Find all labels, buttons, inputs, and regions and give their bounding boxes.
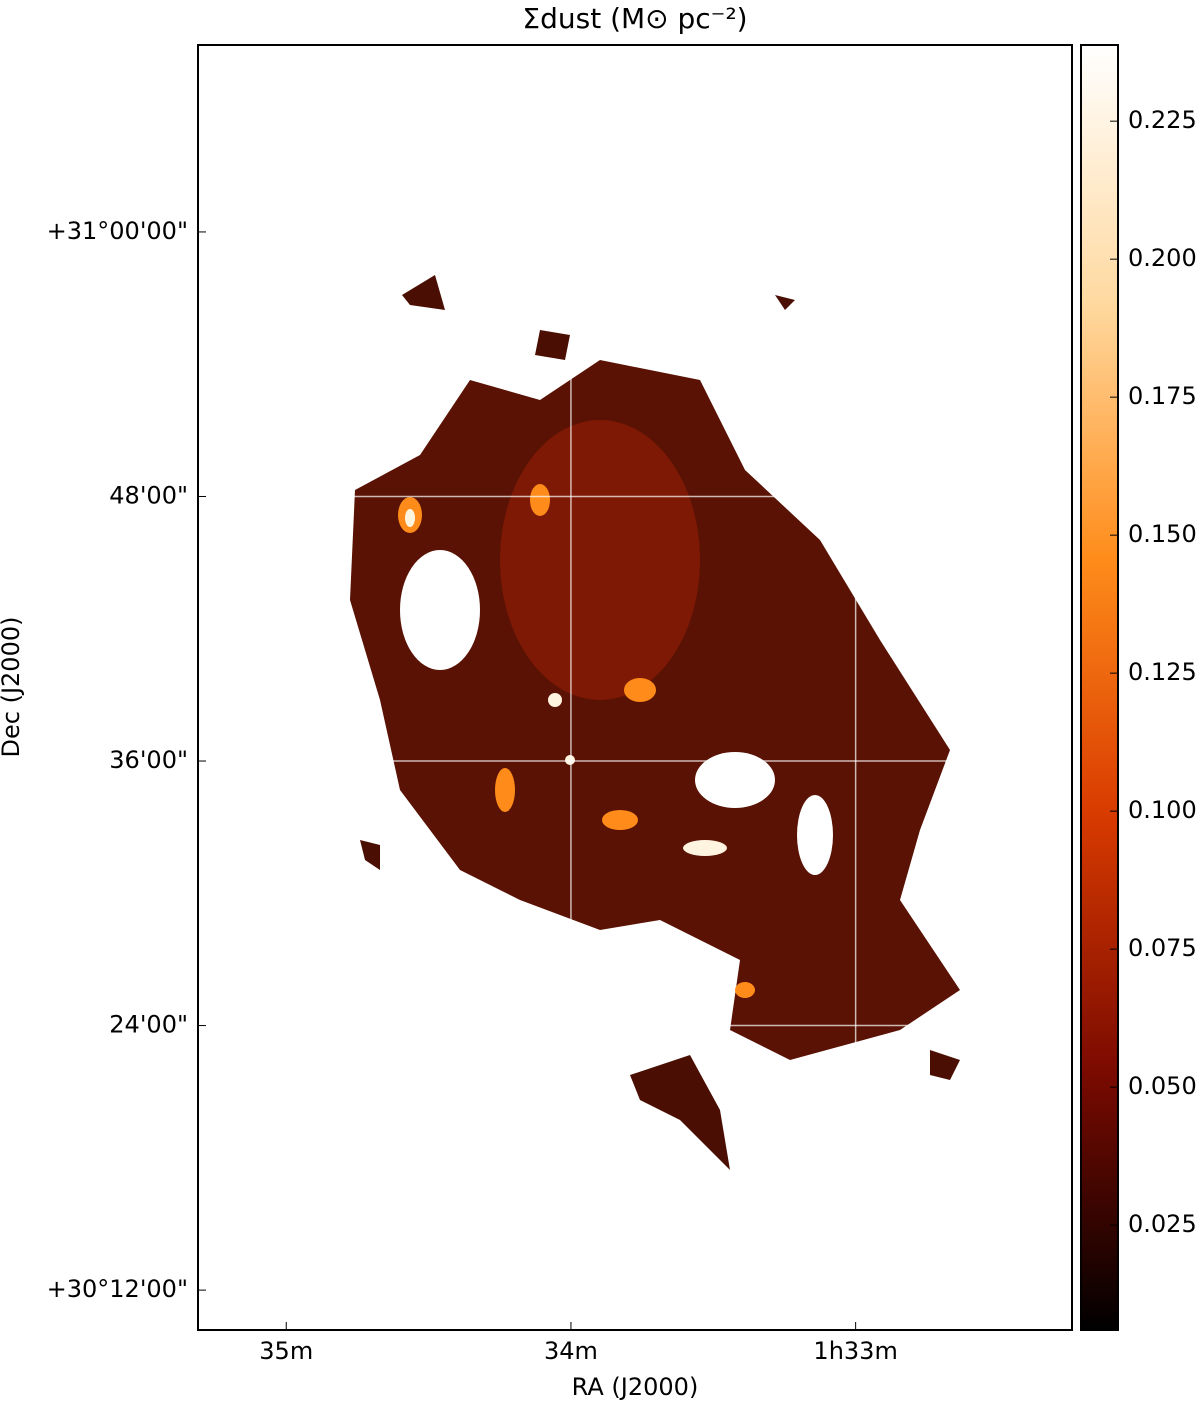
x-tick-label: 35m [259, 1337, 313, 1365]
chart-title: Σdust (M⊙ pc⁻²) [522, 2, 747, 35]
colorbar-tick-label: 0.150 [1128, 520, 1197, 548]
colorbar-tick-label: 0.125 [1128, 658, 1197, 686]
y-tick-label: +30°12'00" [47, 1275, 188, 1303]
colorbar-tick-label: 0.200 [1128, 244, 1197, 272]
dust-map [350, 275, 960, 1170]
y-tick-label: 36'00" [109, 746, 188, 774]
plot-frame [197, 44, 1073, 1331]
colorbar-tick-label: 0.100 [1128, 796, 1197, 824]
colorbar-tick-label: 0.225 [1128, 106, 1197, 134]
y-tick-label: +31°00'00" [47, 217, 188, 245]
colorbar-tick-label: 0.050 [1128, 1072, 1197, 1100]
colorbar-tick-label: 0.175 [1128, 382, 1197, 410]
colorbar-tick-label: 0.075 [1128, 934, 1197, 962]
x-axis-label: RA (J2000) [572, 1373, 699, 1401]
x-tick-label: 1h33m [813, 1337, 897, 1365]
x-tick-label: 34m [544, 1337, 598, 1365]
y-axis-label: Dec (J2000) [0, 617, 25, 758]
y-tick-label: 24'00" [109, 1011, 188, 1039]
colorbar [1080, 44, 1119, 1331]
y-tick-label: 48'00" [109, 481, 188, 509]
colorbar-tick-label: 0.025 [1128, 1210, 1197, 1238]
